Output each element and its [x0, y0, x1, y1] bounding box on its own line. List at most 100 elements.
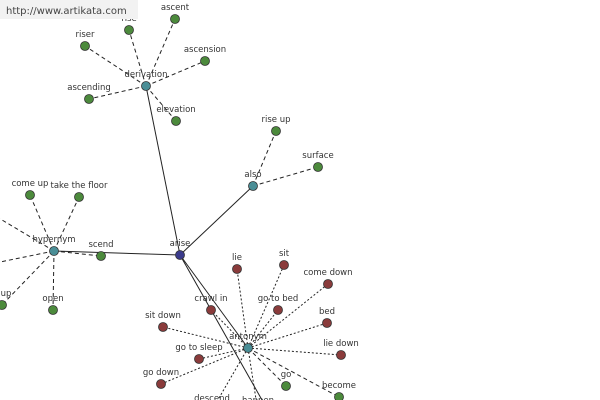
- node: [96, 251, 106, 261]
- node-label: scend: [88, 240, 113, 250]
- node: [170, 14, 180, 24]
- node-label: become: [322, 381, 356, 391]
- node-label: ascension: [184, 45, 226, 55]
- node-label: sit down: [145, 311, 181, 321]
- node: [336, 350, 346, 360]
- node-label: sit: [279, 249, 290, 259]
- node: [175, 250, 185, 260]
- node-label: derivation: [124, 70, 167, 80]
- edge: [179, 254, 263, 400]
- node: [194, 354, 204, 364]
- edge: [88, 85, 147, 100]
- edge: [145, 85, 177, 122]
- edge: [53, 250, 181, 256]
- edge: [145, 18, 176, 87]
- node: [243, 343, 253, 353]
- node-label: bed: [319, 307, 335, 317]
- node: [279, 260, 289, 270]
- node-label: also: [244, 170, 261, 180]
- edge: [198, 347, 249, 360]
- edge: [179, 185, 254, 256]
- node: [48, 305, 58, 315]
- node: [322, 318, 332, 328]
- node-label: go: [281, 370, 292, 380]
- edge: [247, 347, 342, 356]
- edge: [0, 250, 55, 263]
- node-label: arise: [170, 239, 191, 249]
- edge: [247, 309, 279, 349]
- node: [323, 279, 333, 289]
- node: [313, 162, 323, 172]
- node-label: hypernym: [32, 235, 75, 245]
- node-label: go to sleep: [175, 343, 222, 353]
- node-label: come up: [12, 179, 49, 189]
- edge: [29, 194, 55, 252]
- node: [273, 305, 283, 315]
- node-label: open: [42, 294, 63, 304]
- node: [49, 246, 59, 256]
- node-label: elevation: [156, 105, 195, 115]
- url-box: [0, 0, 138, 19]
- node: [271, 126, 281, 136]
- edge: [247, 347, 257, 400]
- edge: [162, 326, 249, 349]
- edge: [210, 309, 249, 349]
- edge: [252, 166, 319, 187]
- node: [156, 379, 166, 389]
- node: [0, 300, 7, 310]
- node: [334, 392, 344, 400]
- edge: [247, 283, 329, 349]
- edge: [236, 268, 249, 349]
- node-label: crawl in: [194, 294, 227, 304]
- node-label: come down: [303, 268, 352, 278]
- node-label: antonym: [229, 332, 267, 342]
- node: [141, 81, 151, 91]
- node: [25, 190, 35, 200]
- node: [84, 94, 94, 104]
- edge: [53, 196, 80, 252]
- edge: [247, 264, 285, 349]
- node: [124, 25, 134, 35]
- edge: [128, 29, 147, 87]
- node-label: take the floor: [51, 181, 108, 191]
- node: [171, 116, 181, 126]
- node: [200, 56, 210, 66]
- node-label: ascent: [161, 3, 190, 13]
- nodes: arisederivationriseascentriserascensiona…: [0, 3, 359, 400]
- edge: [52, 250, 55, 311]
- node-label: n up: [0, 289, 11, 299]
- node-label: surface: [302, 151, 333, 161]
- edges: [0, 18, 342, 400]
- edge: [252, 130, 277, 187]
- node-label: happen: [242, 396, 274, 400]
- node-label: rise up: [262, 115, 291, 125]
- edge: [247, 322, 328, 349]
- edge: [145, 85, 181, 256]
- edge: [247, 347, 340, 398]
- node-label: riser: [75, 30, 95, 40]
- node-label: lie down: [323, 339, 359, 349]
- edge: [217, 347, 249, 400]
- edge: [145, 60, 206, 87]
- edge: [84, 45, 147, 87]
- edge: [179, 254, 249, 349]
- edge: [53, 250, 102, 257]
- edge: [1, 250, 55, 306]
- node: [206, 305, 216, 315]
- node: [74, 192, 84, 202]
- node-label: descend: [194, 394, 230, 400]
- node-label: go down: [143, 368, 179, 378]
- edge: [0, 218, 55, 252]
- node: [281, 381, 291, 391]
- node: [80, 41, 90, 51]
- node: [248, 181, 258, 191]
- node-label: go to bed: [258, 294, 299, 304]
- url: http://www.artikata.com: [6, 6, 127, 17]
- edge: [247, 347, 287, 387]
- node: [158, 322, 168, 332]
- node-label: ascending: [67, 83, 110, 93]
- node: [232, 264, 242, 274]
- edge: [160, 347, 249, 385]
